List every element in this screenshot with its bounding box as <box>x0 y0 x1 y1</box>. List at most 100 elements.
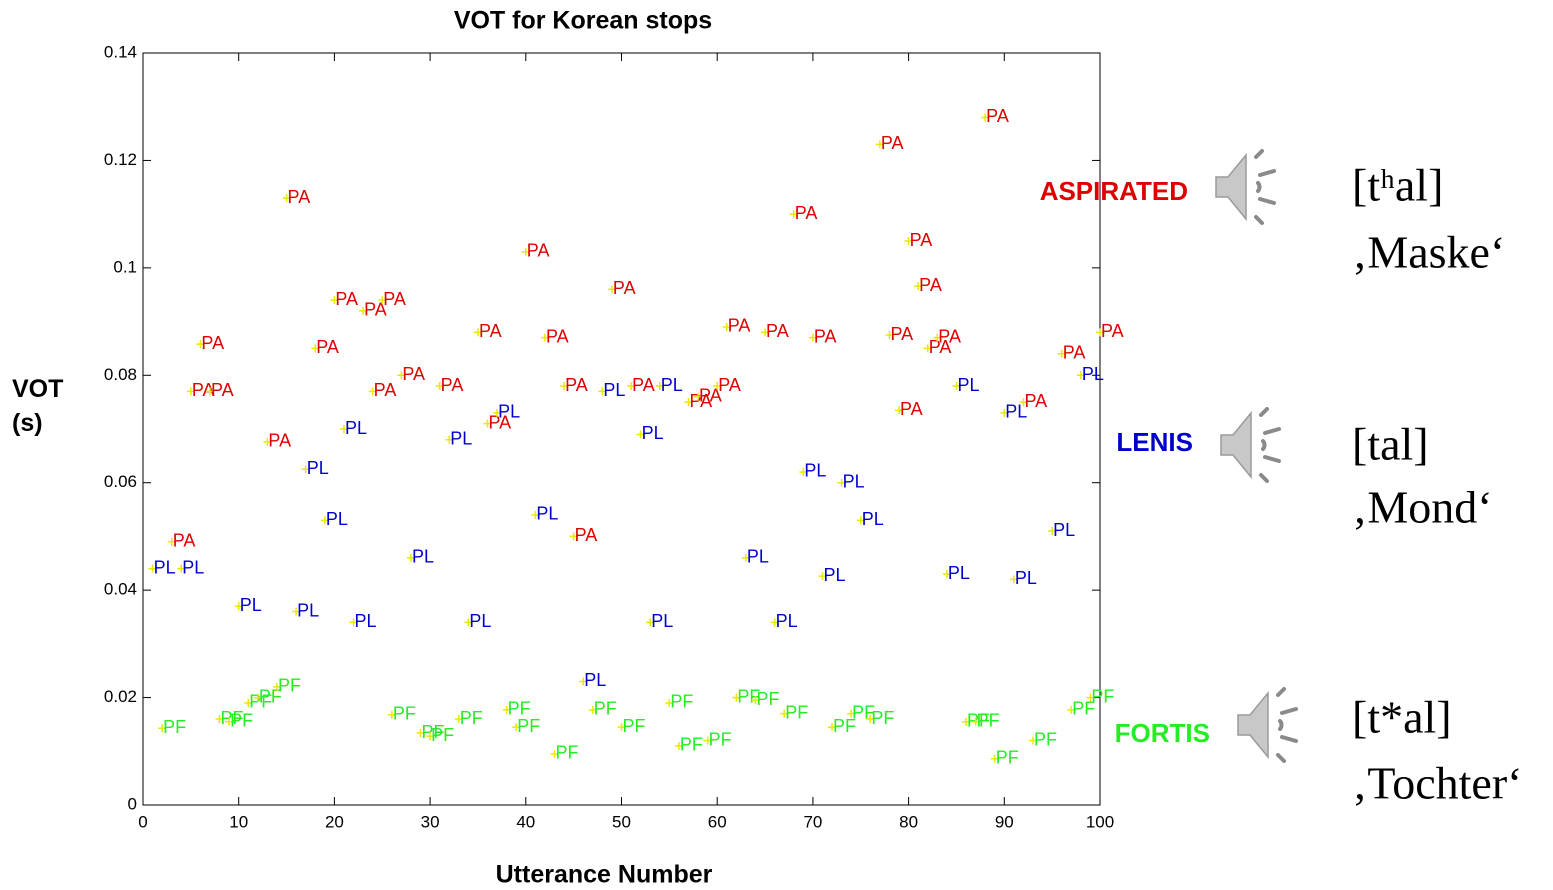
point-label: PF <box>967 710 990 730</box>
point-label: PL <box>843 471 865 491</box>
point-label: PA <box>919 275 942 295</box>
point-marker <box>158 724 167 733</box>
y-tick-label: 0.06 <box>104 472 137 491</box>
point-label: PF <box>852 702 875 722</box>
speaker-icon <box>1237 687 1298 763</box>
point-marker <box>196 340 205 349</box>
y-tick-label: 0.04 <box>104 580 137 599</box>
y-tick-label: 0.14 <box>104 42 137 61</box>
point-marker <box>483 419 492 428</box>
point: PL <box>177 557 204 577</box>
point: PA <box>435 375 463 395</box>
x-tick-label: 30 <box>421 812 440 831</box>
point-marker <box>885 331 894 339</box>
point: PL <box>292 600 319 620</box>
point: PF <box>674 735 703 755</box>
point-marker <box>1086 693 1095 702</box>
point-label: PA <box>766 321 789 341</box>
point: PL <box>493 402 520 422</box>
y-tick-label: 0.02 <box>104 687 137 706</box>
x-tick-label: 0 <box>138 812 147 831</box>
point: PA <box>914 275 942 295</box>
point-marker <box>349 618 358 627</box>
point-marker <box>1067 705 1076 714</box>
point: PF <box>253 686 282 706</box>
point-marker <box>397 371 406 380</box>
point: PF <box>244 692 272 712</box>
point-marker <box>617 723 626 732</box>
point-marker <box>234 602 243 611</box>
point-label: PL <box>642 423 664 443</box>
point-marker <box>244 698 253 707</box>
x-tick-label: 40 <box>516 812 535 831</box>
point-marker <box>292 607 301 616</box>
point: PF <box>732 686 760 706</box>
point: PL <box>445 428 472 448</box>
point-marker <box>205 387 214 396</box>
point-marker <box>311 344 320 353</box>
point-label: PF <box>221 708 244 728</box>
point-label: PF <box>517 716 540 736</box>
point-marker <box>435 382 444 391</box>
point: PF <box>847 702 875 722</box>
point-label: PA <box>192 380 215 400</box>
point-label: PL <box>182 557 204 577</box>
point-marker <box>942 570 951 579</box>
point-marker <box>378 296 387 305</box>
point-label: PA <box>881 133 904 153</box>
chart-title: VOT for Korean stops <box>454 7 712 35</box>
point-marker <box>1009 575 1018 584</box>
point-label: PA <box>795 203 818 223</box>
point-marker <box>799 467 808 476</box>
point: PA <box>263 431 291 451</box>
point-label: PA <box>268 431 291 451</box>
point-marker <box>512 723 521 732</box>
point-marker <box>732 693 741 702</box>
point-marker <box>703 736 712 745</box>
point-label: PF <box>393 704 416 724</box>
point-label: PF <box>709 729 732 749</box>
point-label: PL <box>412 547 434 567</box>
point-label: PA <box>929 337 952 357</box>
point-label: PL <box>1082 364 1104 384</box>
point-marker <box>837 478 846 487</box>
point: PL <box>741 547 769 567</box>
point-label: PF <box>230 710 253 730</box>
point-marker <box>167 537 176 546</box>
point-label: PL <box>498 402 520 422</box>
point: PL <box>1009 568 1037 588</box>
point-marker <box>598 387 607 396</box>
point: PA <box>196 333 224 353</box>
point-label: PL <box>747 547 769 567</box>
point-label: PF <box>163 717 186 737</box>
point: PF <box>751 689 779 709</box>
point: PF <box>426 725 454 745</box>
point-label: PA <box>890 324 913 344</box>
point-label: PL <box>957 375 979 395</box>
point: PF <box>225 710 253 730</box>
point-label: PF <box>460 708 483 728</box>
point-marker <box>904 237 913 245</box>
point-marker <box>339 425 348 433</box>
point-label: PA <box>288 187 311 207</box>
point-label: PL <box>823 565 845 585</box>
point-label: PF <box>737 686 760 706</box>
point-marker <box>665 698 674 707</box>
point-marker <box>751 696 760 705</box>
point-label: PF <box>623 716 646 736</box>
point: PL <box>942 563 970 583</box>
point-marker <box>741 553 750 562</box>
point-label: PA <box>1024 391 1047 411</box>
point-label: PL <box>1005 402 1027 422</box>
point: PL <box>234 595 262 615</box>
point-label: PL <box>862 509 884 529</box>
point-marker <box>1076 371 1085 380</box>
point-label: PA <box>938 326 961 346</box>
point-marker <box>923 344 932 353</box>
point: PA <box>540 326 569 346</box>
point-marker <box>148 564 157 573</box>
point-label: PA <box>201 333 224 353</box>
point-label: PL <box>154 557 176 577</box>
point-marker <box>789 210 798 219</box>
